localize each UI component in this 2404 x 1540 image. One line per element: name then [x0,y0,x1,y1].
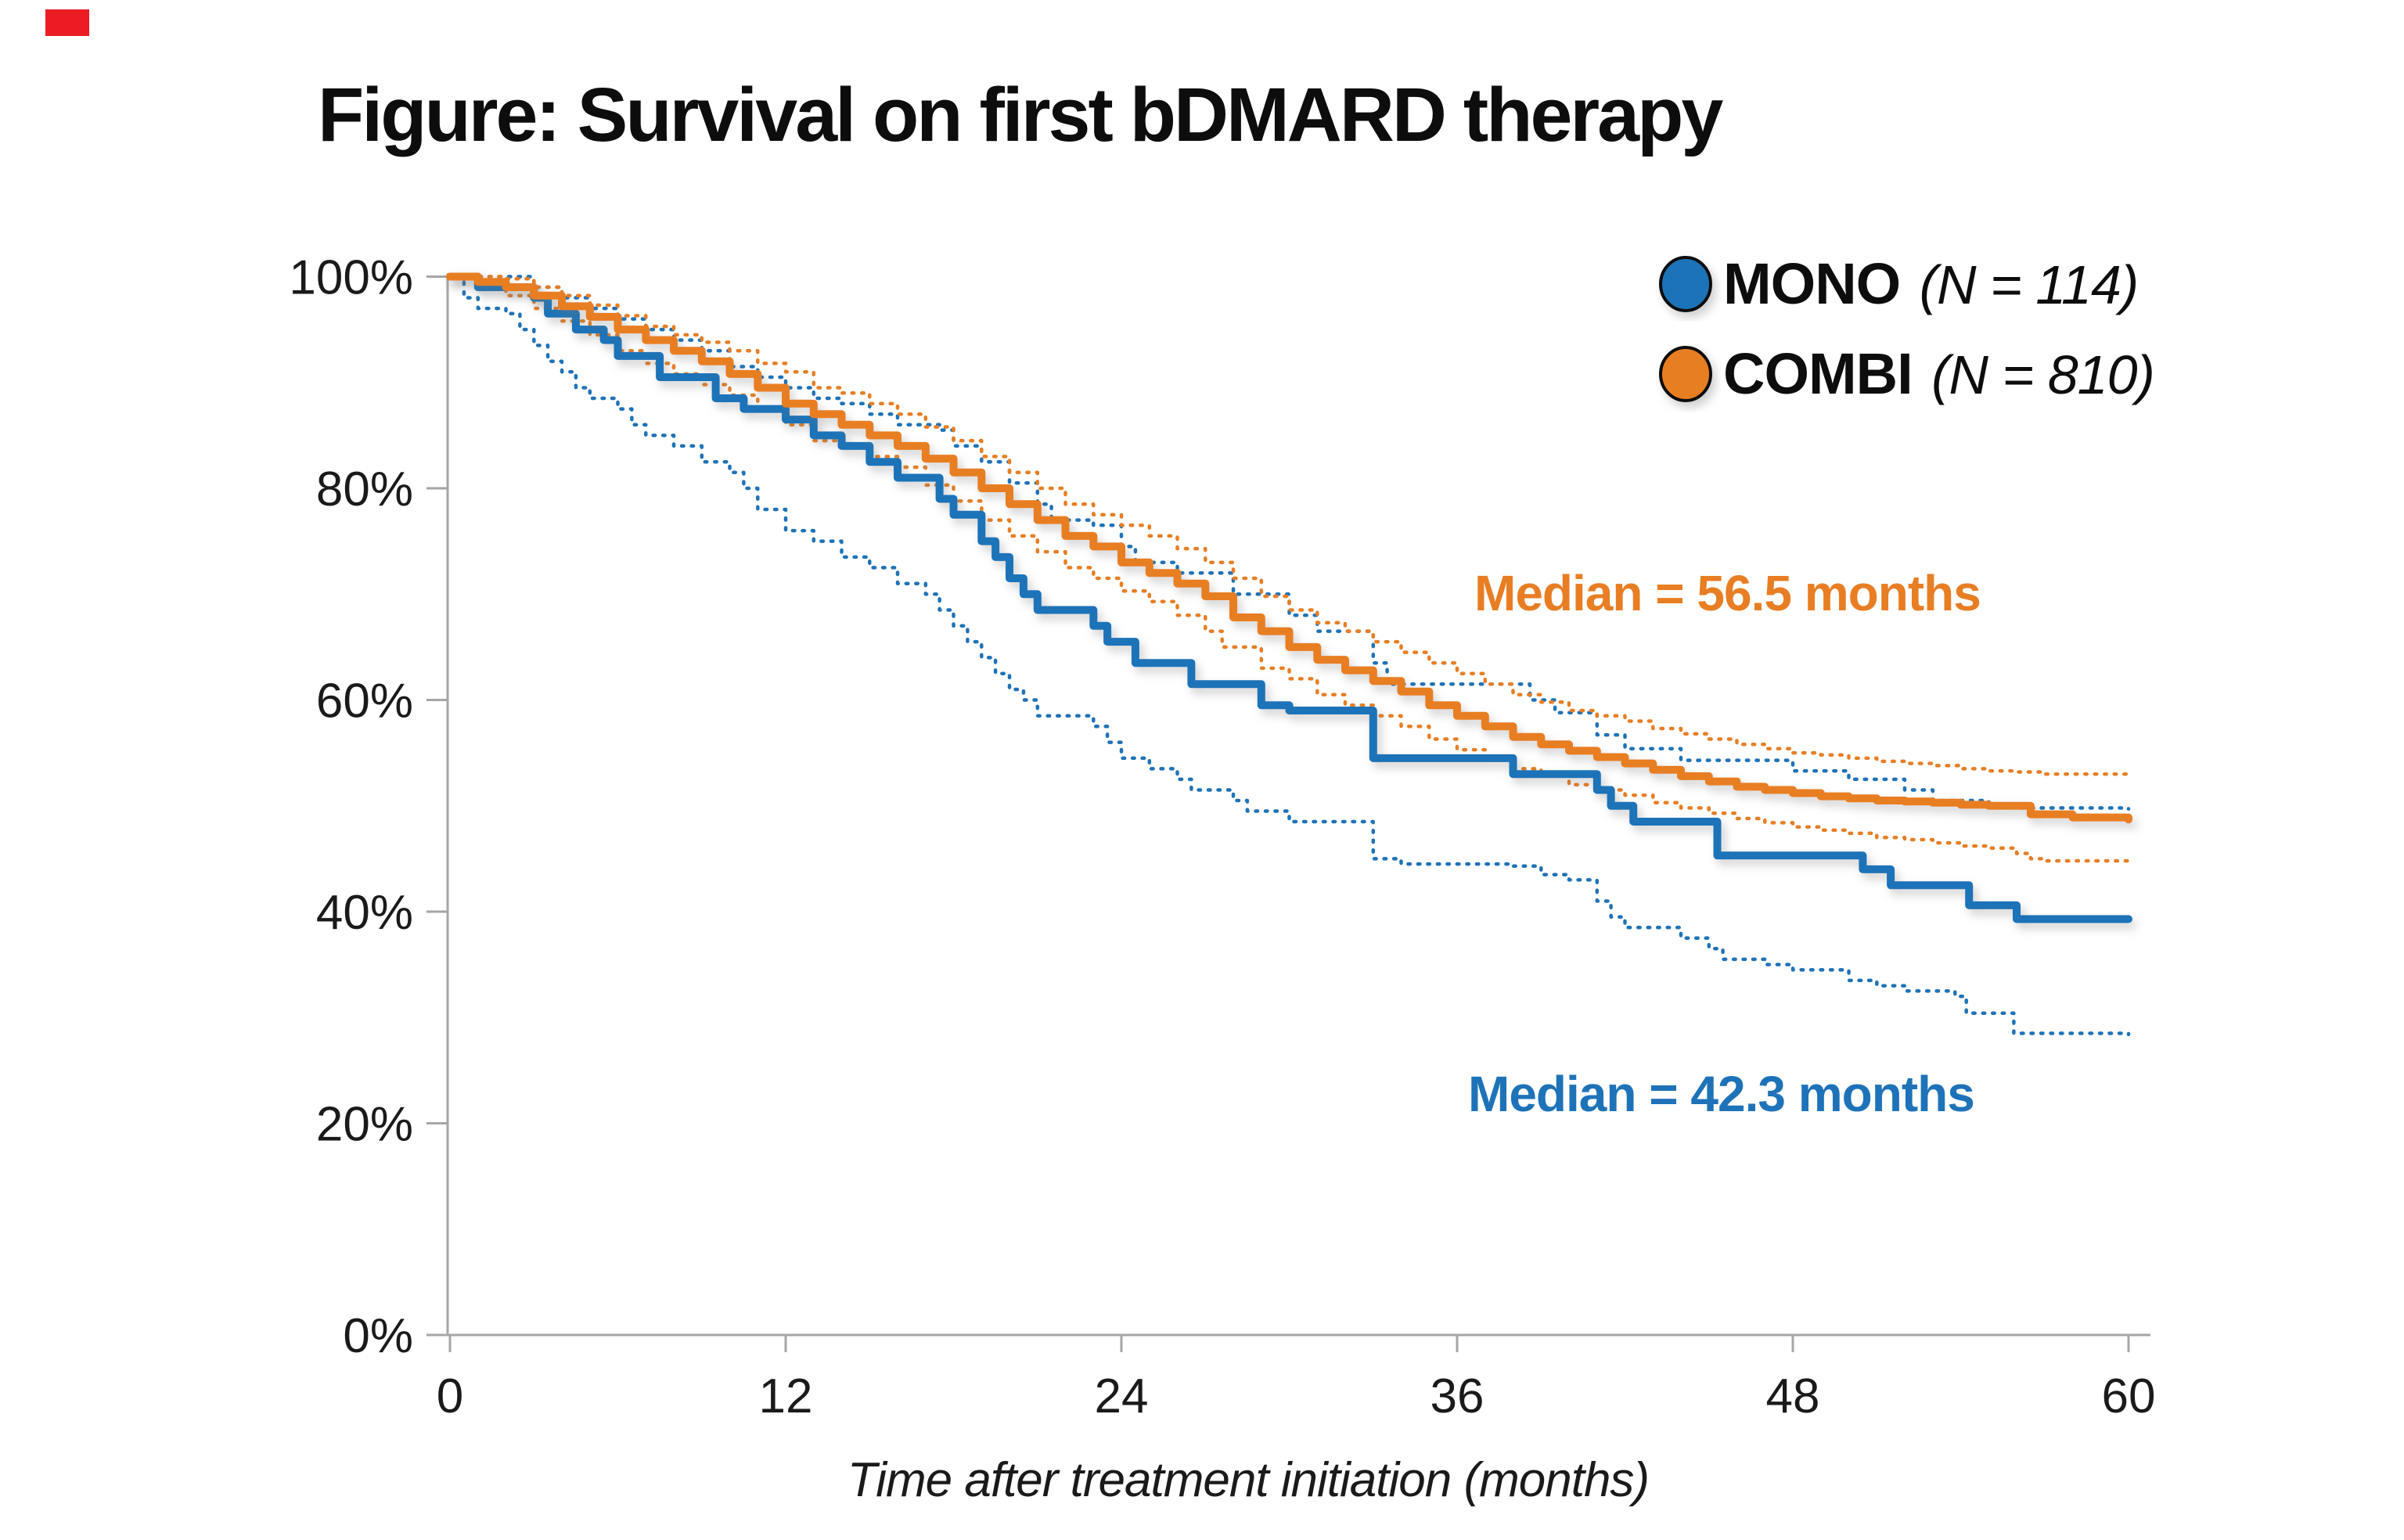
chart-title: Figure: Survival on first bDMARD therapy [318,72,1723,157]
axes [426,273,2150,1352]
x-tick-label: 24 [1095,1369,1149,1423]
x-tick-label: 36 [1431,1369,1485,1423]
combi-legend-name: COMBI [1723,341,1913,406]
y-tick-label: 80% [316,462,413,516]
combi-survival-curve [446,272,2132,824]
combi-median-annotation: Median = 56.5 months [1474,565,1981,621]
red-corner-marker [45,9,89,36]
mono-ci-lower-curve [448,275,2131,1037]
combi-ci-upper-curve [448,275,2131,777]
mono-survival-curve [446,272,2132,923]
y-axis-tick-labels: 100% 80% 60% 40% 20% 0% [289,251,413,1364]
y-tick-label: 60% [316,675,413,729]
x-axis-tick-labels: 0 12 24 36 48 60 [437,1369,2156,1423]
y-tick-label: 20% [316,1098,413,1152]
y-tick-label: 0% [343,1309,413,1363]
mono-median-annotation: Median = 42.3 months [1468,1066,1974,1122]
x-axis-title: Time after treatment initiation (months) [848,1453,1649,1507]
x-tick-label: 48 [1766,1369,1820,1423]
combi-legend-n: (N = 810) [1931,344,2154,405]
combi-legend-label: COMBI (N = 810) [1723,341,2154,406]
x-tick-label: 60 [2102,1369,2156,1423]
mono-ci-upper-curve [448,275,2131,811]
mono-legend-label: MONO (N = 114) [1723,251,2138,316]
combi-legend-marker [1659,346,1712,402]
legend: MONO (N = 114) COMBI (N = 810) [1659,251,2155,406]
mono-legend-n: (N = 114) [1920,254,2139,315]
x-tick-label: 12 [759,1369,813,1423]
mono-legend-marker [1659,256,1712,312]
y-tick-label: 40% [316,886,413,940]
combi-ci-lower-curve [448,275,2131,867]
y-tick-label: 100% [289,251,413,305]
mono-legend-name: MONO [1723,251,1900,316]
x-tick-label: 0 [437,1369,463,1423]
